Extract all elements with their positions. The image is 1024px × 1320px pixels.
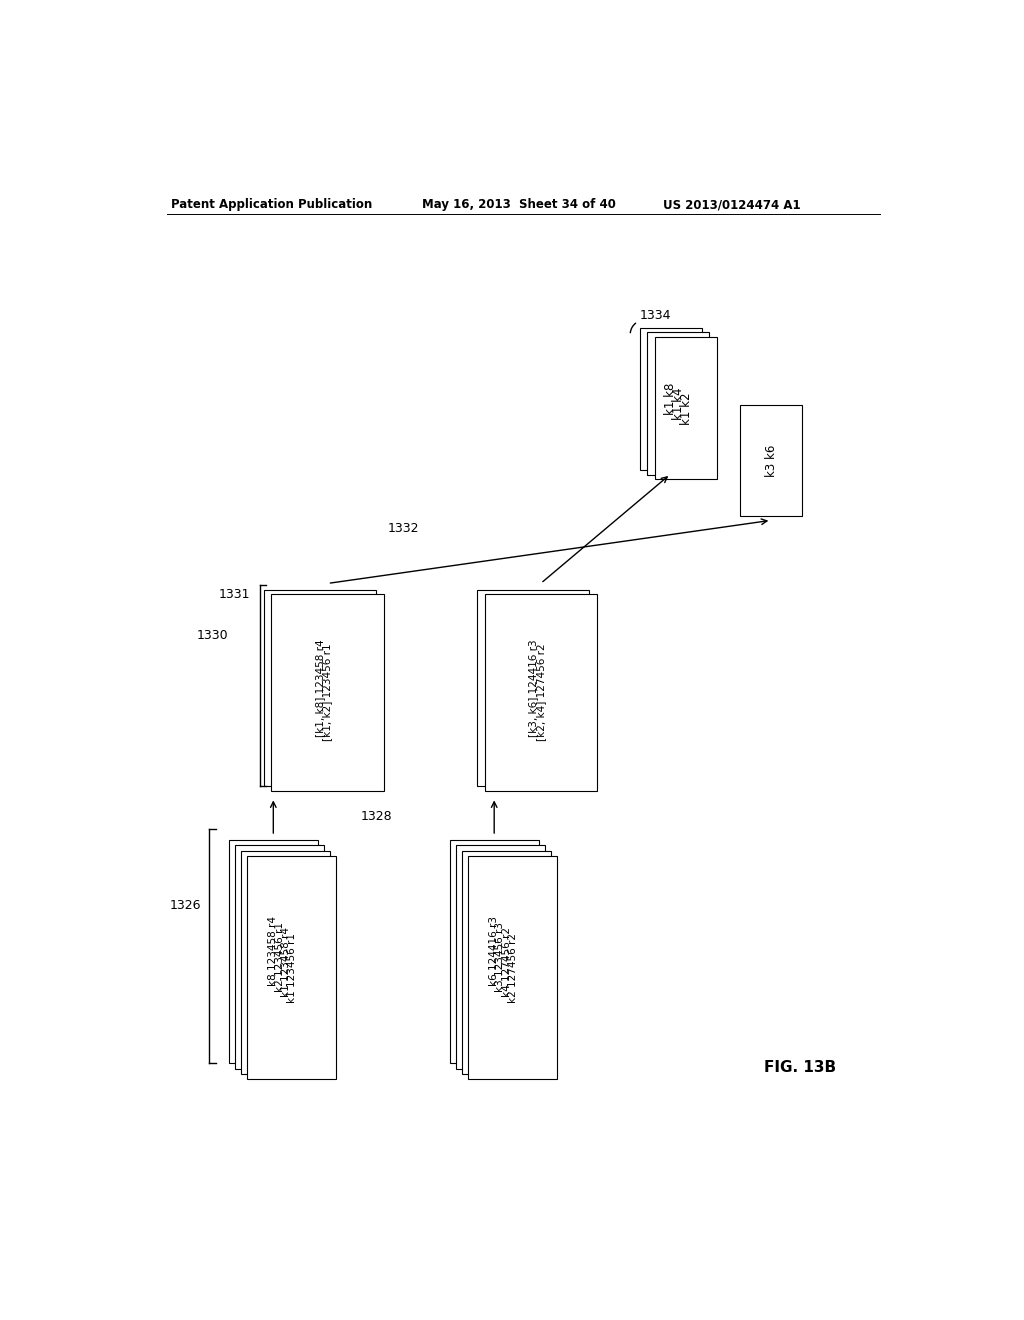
Bar <box>640 327 701 470</box>
Bar <box>468 857 557 1080</box>
Text: 1332: 1332 <box>388 521 419 535</box>
Bar <box>462 850 551 1074</box>
Bar <box>484 594 597 791</box>
Text: k6 124416 r3: k6 124416 r3 <box>489 916 499 986</box>
Bar <box>228 840 317 1063</box>
Bar <box>655 337 717 479</box>
Text: k1 k8: k1 k8 <box>664 383 677 416</box>
Text: k4 127456 r2: k4 127456 r2 <box>502 927 512 998</box>
Bar <box>456 845 545 1069</box>
Text: k3 k6: k3 k6 <box>765 445 778 477</box>
Text: k2 123456 r1: k2 123456 r1 <box>274 921 285 991</box>
Text: k3 123456 r3: k3 123456 r3 <box>496 921 506 991</box>
Text: k1 123456 r1: k1 123456 r1 <box>287 933 297 1003</box>
Text: [k2, k4] 127456 r2: [k2, k4] 127456 r2 <box>536 644 546 742</box>
Text: Patent Application Publication: Patent Application Publication <box>171 198 372 211</box>
Bar <box>271 594 384 791</box>
Text: 1326: 1326 <box>170 899 202 912</box>
Text: [k3, k6] 124416 r3: [k3, k6] 124416 r3 <box>528 639 538 737</box>
Text: k2 127456 r2: k2 127456 r2 <box>508 933 518 1003</box>
Bar <box>477 590 589 785</box>
Text: 1328: 1328 <box>360 810 392 824</box>
Bar <box>234 845 324 1069</box>
Text: 1330: 1330 <box>198 630 228 643</box>
Text: 1334: 1334 <box>640 309 671 322</box>
Bar <box>450 840 539 1063</box>
Text: k8 123458 r4: k8 123458 r4 <box>268 916 279 986</box>
Text: [k1, k2] 123456 r1: [k1, k2] 123456 r1 <box>323 644 333 742</box>
Text: FIG. 13B: FIG. 13B <box>764 1060 836 1074</box>
Bar <box>248 857 337 1080</box>
Text: 1331: 1331 <box>219 589 251 602</box>
Text: May 16, 2013  Sheet 34 of 40: May 16, 2013 Sheet 34 of 40 <box>423 198 616 211</box>
Text: k1 123458 r4: k1 123458 r4 <box>281 927 291 998</box>
Text: k1 k2: k1 k2 <box>680 392 692 425</box>
Text: [k1, k8] 123458 r4: [k1, k8] 123458 r4 <box>314 639 325 737</box>
Bar <box>647 333 710 475</box>
Bar <box>241 850 331 1074</box>
Text: k1 k4: k1 k4 <box>672 387 685 420</box>
Text: US 2013/0124474 A1: US 2013/0124474 A1 <box>663 198 801 211</box>
Bar <box>263 590 376 785</box>
Bar <box>740 405 802 516</box>
